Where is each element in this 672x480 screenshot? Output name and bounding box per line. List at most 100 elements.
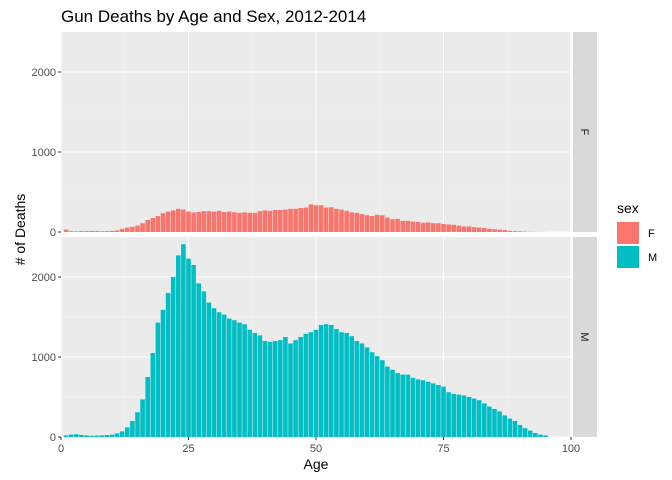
panel-f-bar: [410, 221, 416, 232]
panel-f-bar: [446, 224, 451, 232]
panel-m-bar: [390, 369, 395, 437]
panel-f-bar: [466, 226, 472, 232]
panel-f-bar: [318, 205, 324, 232]
panel-f-strip: F: [573, 32, 597, 232]
panel-m-bar: [170, 277, 176, 437]
y-tick-label: 2000: [32, 272, 56, 284]
legend-key-m: [617, 246, 639, 268]
x-tick-label: 75: [437, 443, 449, 455]
panel-f-bar: [482, 228, 487, 232]
panel-m-bar: [221, 314, 227, 437]
panel-m-bar: [405, 374, 411, 437]
panel-f-bar: [395, 218, 400, 232]
panel-f-bar: [461, 226, 467, 232]
panel-m-bar: [329, 325, 334, 437]
panel-f: [60, 32, 572, 233]
panel-f-bar: [99, 231, 105, 232]
panel-f-bar: [140, 223, 145, 232]
panel-f-strip-background: [573, 32, 597, 232]
panel-f-bar: [145, 220, 150, 232]
panel-f-bar: [130, 226, 135, 232]
panel-m-bar: [400, 374, 405, 437]
panel-f-bar: [191, 212, 196, 232]
panel-m-bar: [114, 433, 120, 437]
panel-m-bar: [206, 302, 212, 437]
panel-f-bar: [89, 230, 94, 232]
panel-m-bar: [130, 421, 135, 437]
y-axis-panel-f: 0 1000 2000: [32, 67, 61, 239]
panel-m-bar: [303, 333, 309, 437]
panel-f-bar: [288, 208, 293, 232]
panel-f-bar: [451, 224, 456, 232]
y-tick-label: 0: [50, 432, 56, 444]
panel-f-bar: [170, 210, 176, 232]
panel-f-bar: [323, 207, 329, 232]
panel-m-bar: [119, 431, 125, 437]
panel-m-bar: [232, 320, 237, 437]
panel-f-bar: [211, 211, 217, 232]
panel-m-bar: [201, 291, 207, 437]
panel-m-bar: [293, 340, 298, 437]
panel-m-bar: [298, 337, 303, 437]
panel-f-bar: [176, 208, 181, 232]
panel-m-bar: [176, 255, 181, 437]
panel-m-bar: [155, 322, 161, 437]
panel-m-bar: [227, 318, 232, 437]
panel-f-bar: [135, 225, 140, 232]
panel-f-bar: [441, 224, 446, 232]
panel-f-strip-label: F: [578, 129, 590, 136]
panel-f-bar: [400, 220, 405, 232]
panel-m-bar: [247, 329, 252, 437]
panel-m-bar: [283, 337, 288, 437]
panel-f-bar: [84, 231, 89, 232]
panel-f-bar: [380, 215, 385, 232]
panel-m-bar: [446, 392, 451, 437]
panel-m-strip-background: [573, 237, 597, 437]
panel-f-bar: [68, 231, 74, 232]
panel-m-bar: [267, 341, 273, 437]
panel-m-bar: [431, 383, 436, 437]
panel-f-bar: [329, 207, 334, 232]
panel-f-bar: [150, 218, 156, 232]
panel-m-bar: [517, 425, 523, 437]
y-tick-label: 1000: [32, 352, 56, 364]
panel-f-bar: [344, 210, 349, 232]
panel-f-bar: [456, 225, 462, 232]
panel-m-bar: [237, 322, 242, 437]
panel-m-bar: [502, 415, 507, 437]
panel-m-bar: [354, 341, 360, 437]
panel-f-bar: [125, 227, 130, 232]
x-tick-label: 100: [562, 443, 580, 455]
x-tick-label: 50: [310, 443, 322, 455]
panel-f-bar: [181, 209, 186, 232]
panel-m-bar: [278, 340, 283, 437]
panel-f-bar: [517, 231, 523, 232]
panel-m-bar: [272, 341, 278, 437]
x-axis: 0 25 50 75 100: [58, 437, 580, 455]
legend-entries: FM: [617, 222, 657, 268]
panel-m-bar: [451, 393, 456, 437]
panel-f-bar: [303, 207, 309, 232]
panel-f-bar: [436, 223, 441, 232]
panel-m-bar: [497, 411, 502, 437]
panel-f-bar: [119, 228, 125, 232]
panel-m-bar: [140, 399, 145, 437]
panel-m-bar: [420, 380, 426, 437]
panel-f-bar: [359, 214, 365, 232]
panel-f-bar: [339, 209, 344, 232]
panel-m-bar: [68, 434, 74, 437]
panel-f-bar: [425, 222, 431, 232]
panel-m-bar: [125, 427, 130, 437]
panel-m-bar: [288, 343, 293, 437]
panel-m-bar: [441, 386, 446, 437]
panel-f-bar: [313, 205, 319, 232]
panel-m-bar: [482, 403, 487, 437]
panel-m-bar: [145, 377, 150, 437]
panel-f-bar: [165, 211, 171, 232]
panel-f-bar: [502, 230, 507, 232]
panel-f-bar: [206, 211, 212, 232]
panel-f-bar: [79, 231, 84, 232]
panel-m-bar: [165, 293, 171, 437]
panel-m-bar: [492, 409, 497, 437]
panel-m-bar: [425, 381, 431, 437]
